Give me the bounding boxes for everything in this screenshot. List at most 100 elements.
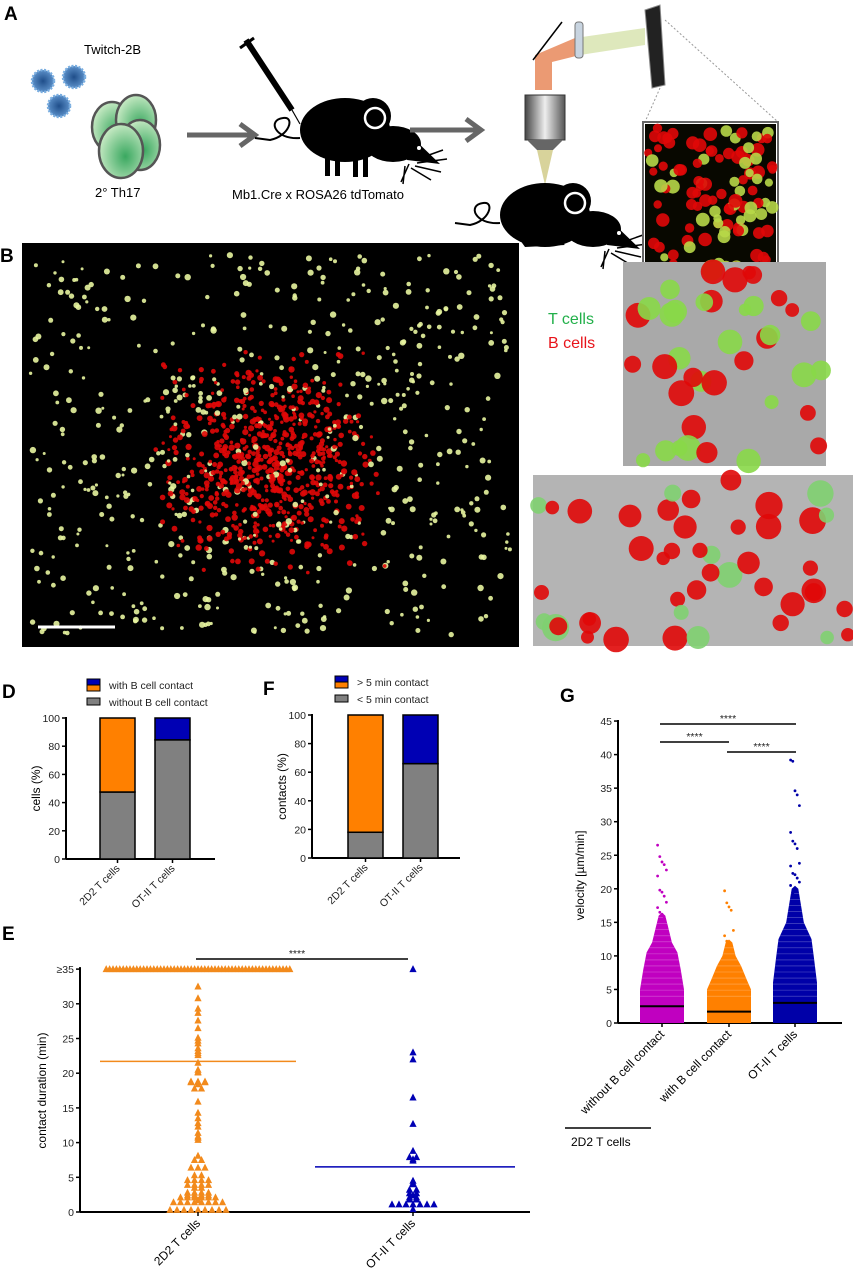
b-cell	[356, 420, 360, 424]
b-cell	[662, 625, 688, 651]
b-cell	[214, 401, 221, 407]
t-cell	[468, 521, 474, 527]
b-cell	[248, 558, 255, 565]
t-cell	[210, 263, 215, 268]
b-cell	[279, 405, 286, 412]
data-point	[194, 1135, 202, 1143]
b-cell	[309, 436, 314, 441]
b-cell	[233, 525, 239, 531]
data-point	[204, 1176, 213, 1184]
b-cell	[192, 496, 198, 502]
b-cell	[324, 518, 329, 524]
b-cell	[302, 418, 309, 425]
b-cell	[291, 405, 295, 409]
t-cell	[736, 448, 761, 474]
t-cell	[393, 359, 398, 364]
b-cell	[361, 532, 365, 536]
t-cell	[61, 535, 66, 541]
bar-segment	[99, 791, 136, 860]
b-cell	[264, 484, 269, 489]
b-cell	[276, 445, 282, 451]
b-cell	[250, 505, 257, 511]
t-cell	[237, 265, 243, 272]
legend-label: with B cell contact	[108, 680, 193, 692]
b-cell	[321, 456, 326, 462]
b-cell	[319, 501, 325, 507]
y-axis-label: contacts (%)	[275, 753, 289, 820]
t-cell	[67, 464, 73, 470]
b-cell	[297, 395, 304, 402]
t-cell	[384, 608, 390, 615]
b-cell	[304, 359, 309, 364]
t-cell	[411, 589, 418, 596]
b-cell	[261, 464, 268, 470]
t-cell	[485, 474, 492, 481]
b-cell	[294, 534, 299, 540]
t-cell	[53, 390, 59, 397]
t-cell	[103, 268, 110, 275]
t-cell	[226, 252, 233, 259]
data-point	[190, 1198, 199, 1206]
b-cell	[207, 503, 213, 509]
b-cell	[692, 158, 703, 168]
t-cell	[391, 352, 396, 357]
microscopy-cells-b	[28, 252, 512, 638]
t-cell	[385, 345, 390, 351]
data-point	[795, 847, 799, 850]
b-cell	[297, 421, 302, 426]
b-cell	[221, 397, 227, 403]
b-cell	[311, 451, 316, 456]
t-cell	[173, 422, 178, 427]
t-cell	[399, 406, 404, 411]
t-cell	[86, 488, 91, 492]
t-cell	[166, 409, 170, 414]
t-cell	[535, 613, 553, 631]
t-cell	[479, 427, 483, 432]
data-point	[795, 876, 799, 880]
y-axis-label: cells (%)	[29, 765, 43, 811]
data-point	[402, 1200, 410, 1208]
b-cell	[208, 495, 215, 501]
t-cell	[322, 615, 327, 619]
t-cell	[483, 614, 489, 619]
t-cell	[58, 526, 64, 532]
x-tick-label: OT-II T cells	[129, 863, 177, 911]
t-cell	[250, 627, 257, 634]
t-cell	[243, 545, 249, 550]
legend-label: < 5 min contact	[357, 694, 429, 706]
b-cell	[322, 482, 328, 488]
t-cell	[637, 297, 661, 320]
t-cell	[503, 345, 509, 350]
b-cell	[237, 466, 243, 472]
t-cell	[408, 445, 413, 451]
t-cell	[91, 600, 95, 605]
t-cell	[46, 283, 52, 288]
t-cell	[499, 317, 504, 322]
t-cell	[369, 401, 374, 406]
b-cell	[335, 419, 341, 426]
t-cell	[409, 553, 415, 559]
t-cell	[358, 424, 364, 430]
t-cell	[261, 572, 265, 576]
t-cell	[107, 318, 111, 322]
b-cell	[292, 422, 296, 426]
data-point	[208, 1205, 216, 1213]
t-cell	[53, 620, 60, 627]
t-cell	[92, 585, 99, 592]
t-cell	[74, 277, 79, 282]
t-cell	[32, 336, 39, 343]
b-cell	[263, 503, 268, 508]
b-cell	[190, 517, 196, 523]
b-cell	[335, 473, 342, 480]
data-point	[412, 1153, 421, 1161]
t-cell	[316, 265, 322, 271]
b-cell	[314, 491, 320, 497]
data-point	[409, 1093, 417, 1101]
b-cell	[270, 483, 276, 489]
t-cell	[477, 584, 484, 592]
t-cell	[437, 345, 442, 350]
b-cell	[684, 223, 695, 233]
t-cell	[80, 267, 84, 271]
b-cell	[183, 505, 188, 511]
b-cell	[255, 566, 261, 572]
